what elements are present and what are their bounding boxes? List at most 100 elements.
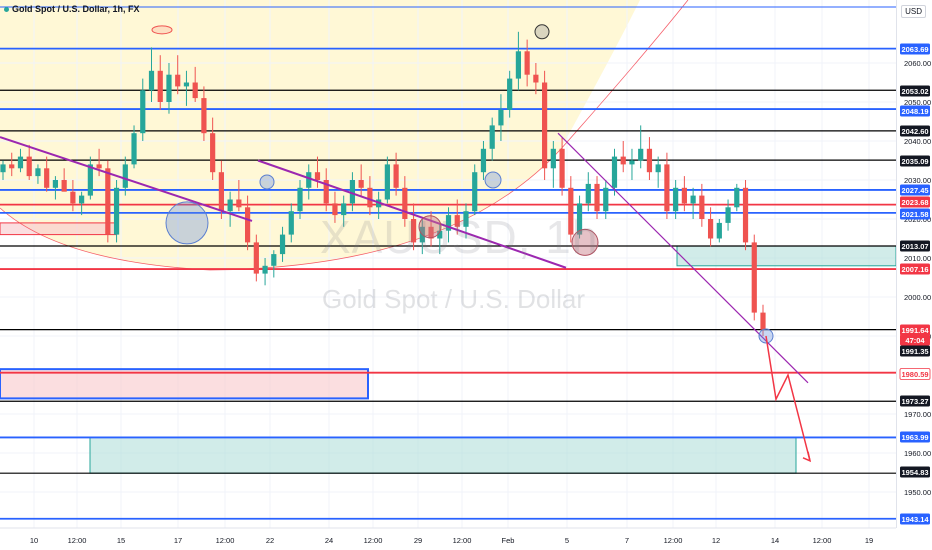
candle-body: [402, 187, 408, 219]
price-label-badge: [900, 184, 930, 196]
candle-body: [113, 187, 120, 235]
time-tick-label: Feb: [502, 536, 515, 545]
candle-body: [244, 207, 251, 243]
candle-body: [673, 187, 679, 212]
candle-body: [279, 234, 286, 255]
time-tick-label: 22: [266, 536, 274, 545]
price-label-text: 1991.64: [901, 326, 929, 335]
candle-body: [297, 187, 303, 212]
candle-body: [751, 242, 757, 313]
time-tick-label: 12:00: [453, 536, 472, 545]
candle-body: [0, 164, 6, 173]
price-tick-label: 2010.00: [904, 254, 931, 263]
candle-body: [9, 164, 15, 169]
candle-body: [515, 51, 522, 79]
candle-body: [131, 133, 137, 165]
price-label-text: 2023.68: [901, 198, 928, 207]
candle-body: [17, 156, 24, 169]
candle-body: [445, 215, 452, 231]
candles-layer: [0, 31, 766, 336]
price-label-badge: [900, 395, 930, 407]
symbol-title: Gold Spot / U.S. Dollar, 1h, FX: [12, 4, 140, 14]
candle-body: [507, 78, 513, 110]
time-tick-label: 14: [771, 536, 779, 545]
candle-body: [472, 172, 478, 212]
circle-marker: [418, 215, 442, 239]
candle-body: [323, 180, 329, 204]
candle-body: [463, 211, 469, 227]
candle-body: [681, 187, 687, 204]
circle-marker: [165, 201, 209, 245]
circle-marker: [534, 24, 550, 40]
price-label-badge: [900, 324, 930, 336]
candle-body: [61, 180, 67, 192]
candle-body: [44, 168, 50, 188]
candle-body: [271, 254, 277, 266]
projection-arrowhead: [802, 451, 812, 463]
candle-body: [253, 242, 259, 274]
price-axis: 1950.001960.001970.001990.002000.002010.…: [899, 43, 931, 525]
candle-body: [341, 203, 347, 216]
purple-trendline-1: [0, 136, 253, 222]
price-label-text: 1980.59: [901, 370, 928, 379]
candle-body: [236, 199, 242, 208]
price-label-text: 47:04: [905, 336, 925, 345]
time-tick-label: 5: [565, 536, 569, 545]
time-tick-label: 12:00: [664, 536, 683, 545]
price-label-badge: [900, 345, 930, 357]
candle-body: [148, 70, 155, 91]
candle-body: [603, 187, 609, 212]
time-tick-label: 24: [325, 536, 333, 545]
candle-body: [288, 211, 294, 235]
candle-body: [262, 265, 268, 274]
candle-body: [576, 203, 583, 235]
time-tick-label: 17: [174, 536, 182, 545]
curved-arc: [0, 0, 689, 271]
candle-body: [568, 187, 574, 235]
candle-body: [210, 133, 216, 173]
circle-marker: [259, 174, 275, 190]
candle-body: [314, 172, 321, 180]
candle-body: [533, 74, 539, 83]
price-tick-label: 2050.00: [904, 98, 931, 107]
price-label-text: 2007.16: [901, 265, 928, 274]
market-status-dot: [4, 7, 9, 13]
candle-body: [384, 164, 390, 200]
candle-body: [699, 195, 705, 219]
price-label-text: 2042.60: [901, 127, 928, 136]
price-label-text: 2035.09: [901, 157, 928, 166]
candle-body: [620, 156, 626, 165]
candle-body: [559, 148, 565, 188]
candle-body: [87, 164, 93, 196]
price-label-text: 2013.07: [901, 242, 928, 251]
pink-zone-left: [0, 222, 117, 236]
candle-body: [201, 98, 207, 134]
price-tick-label: 2000.00: [904, 293, 931, 302]
candle-body: [35, 168, 41, 177]
price-label-badge: [900, 105, 930, 117]
price-label-badge: [900, 208, 930, 220]
candle-body: [655, 164, 661, 173]
candle-body: [175, 74, 181, 87]
price-label-badge: [900, 263, 930, 275]
candle-body: [489, 125, 495, 149]
price-tick-label: 2040.00: [904, 137, 931, 146]
time-tick-label: 15: [117, 536, 125, 545]
candle-body: [707, 219, 714, 239]
candle-body: [332, 203, 338, 216]
price-label-badge: [900, 431, 930, 443]
time-tick-label: 12:00: [364, 536, 383, 545]
candle-body: [70, 191, 76, 204]
candle-body: [227, 199, 233, 212]
candle-body: [105, 168, 111, 235]
price-label-text: 2048.19: [901, 107, 928, 116]
price-tick-label: 1950.00: [904, 488, 931, 497]
time-tick-label: 29: [414, 536, 422, 545]
price-tick-label: 2060.00: [904, 59, 931, 68]
price-label-badge: [900, 196, 930, 208]
candle-body: [192, 82, 198, 99]
candle-body: [218, 172, 224, 212]
currency-badge[interactable]: USD: [901, 5, 926, 18]
candle-body: [428, 226, 434, 239]
